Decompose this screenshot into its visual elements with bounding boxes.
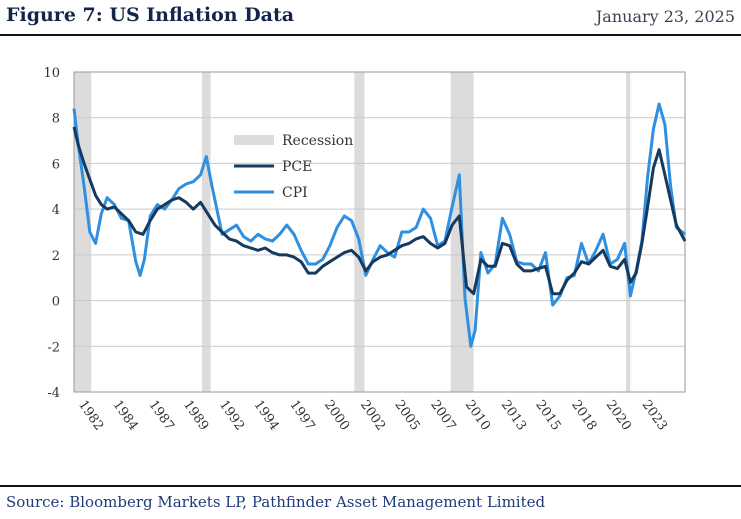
x-tick-label: 1987: [145, 398, 176, 434]
x-tick-label: 2002: [357, 398, 388, 434]
footer-bar: Source: Bloomberg Markets LP, Pathfinder…: [0, 485, 741, 519]
x-tick-label: 2015: [532, 398, 563, 434]
x-tick-label: 2013: [498, 398, 529, 434]
x-tick-label: 1997: [286, 398, 317, 434]
x-tick-label: 1989: [180, 398, 211, 434]
plot-frame: [73, 71, 686, 393]
x-tick-label: 1994: [250, 398, 281, 434]
y-tick-label: 8: [52, 112, 60, 127]
recession-band-4: [626, 72, 631, 392]
x-tick-label: 2010: [462, 398, 493, 434]
y-tick-label: 6: [52, 157, 60, 172]
x-tick-label: 2005: [391, 398, 422, 434]
page-title: Figure 7: US Inflation Data: [6, 4, 295, 26]
y-tick-label: -4: [47, 386, 60, 401]
y-tick-label: 2: [52, 249, 60, 264]
report-date: January 23, 2025: [595, 7, 735, 26]
x-tick-label: 1992: [216, 398, 247, 434]
legend-label-recession: Recession: [282, 133, 353, 149]
x-tick-label: 2023: [639, 398, 670, 434]
series-line-pce: [72, 126, 687, 296]
x-tick-label: 2007: [427, 398, 458, 434]
x-tick-label: 1982: [75, 398, 106, 434]
y-tick-label: -2: [47, 340, 60, 355]
y-tick-label: 10: [43, 66, 60, 81]
x-tick-label: 2020: [603, 398, 634, 434]
x-tick-label: 2018: [568, 398, 599, 434]
y-tick-label: 4: [52, 203, 60, 218]
legend-label-cpi: CPI: [282, 185, 308, 201]
recession-band-2: [354, 72, 365, 392]
source-note: Source: Bloomberg Markets LP, Pathfinder…: [6, 493, 546, 511]
header-bar: Figure 7: US Inflation Data January 23, …: [0, 0, 741, 36]
x-tick-label: 2000: [321, 398, 352, 434]
legend-swatch-recession: [234, 135, 274, 145]
series-line-cpi: [72, 102, 686, 348]
legend-label-pce: PCE: [282, 159, 312, 175]
y-tick-label: 0: [52, 295, 60, 310]
x-tick-label: 1984: [110, 398, 141, 434]
recession-band-1: [201, 72, 211, 392]
